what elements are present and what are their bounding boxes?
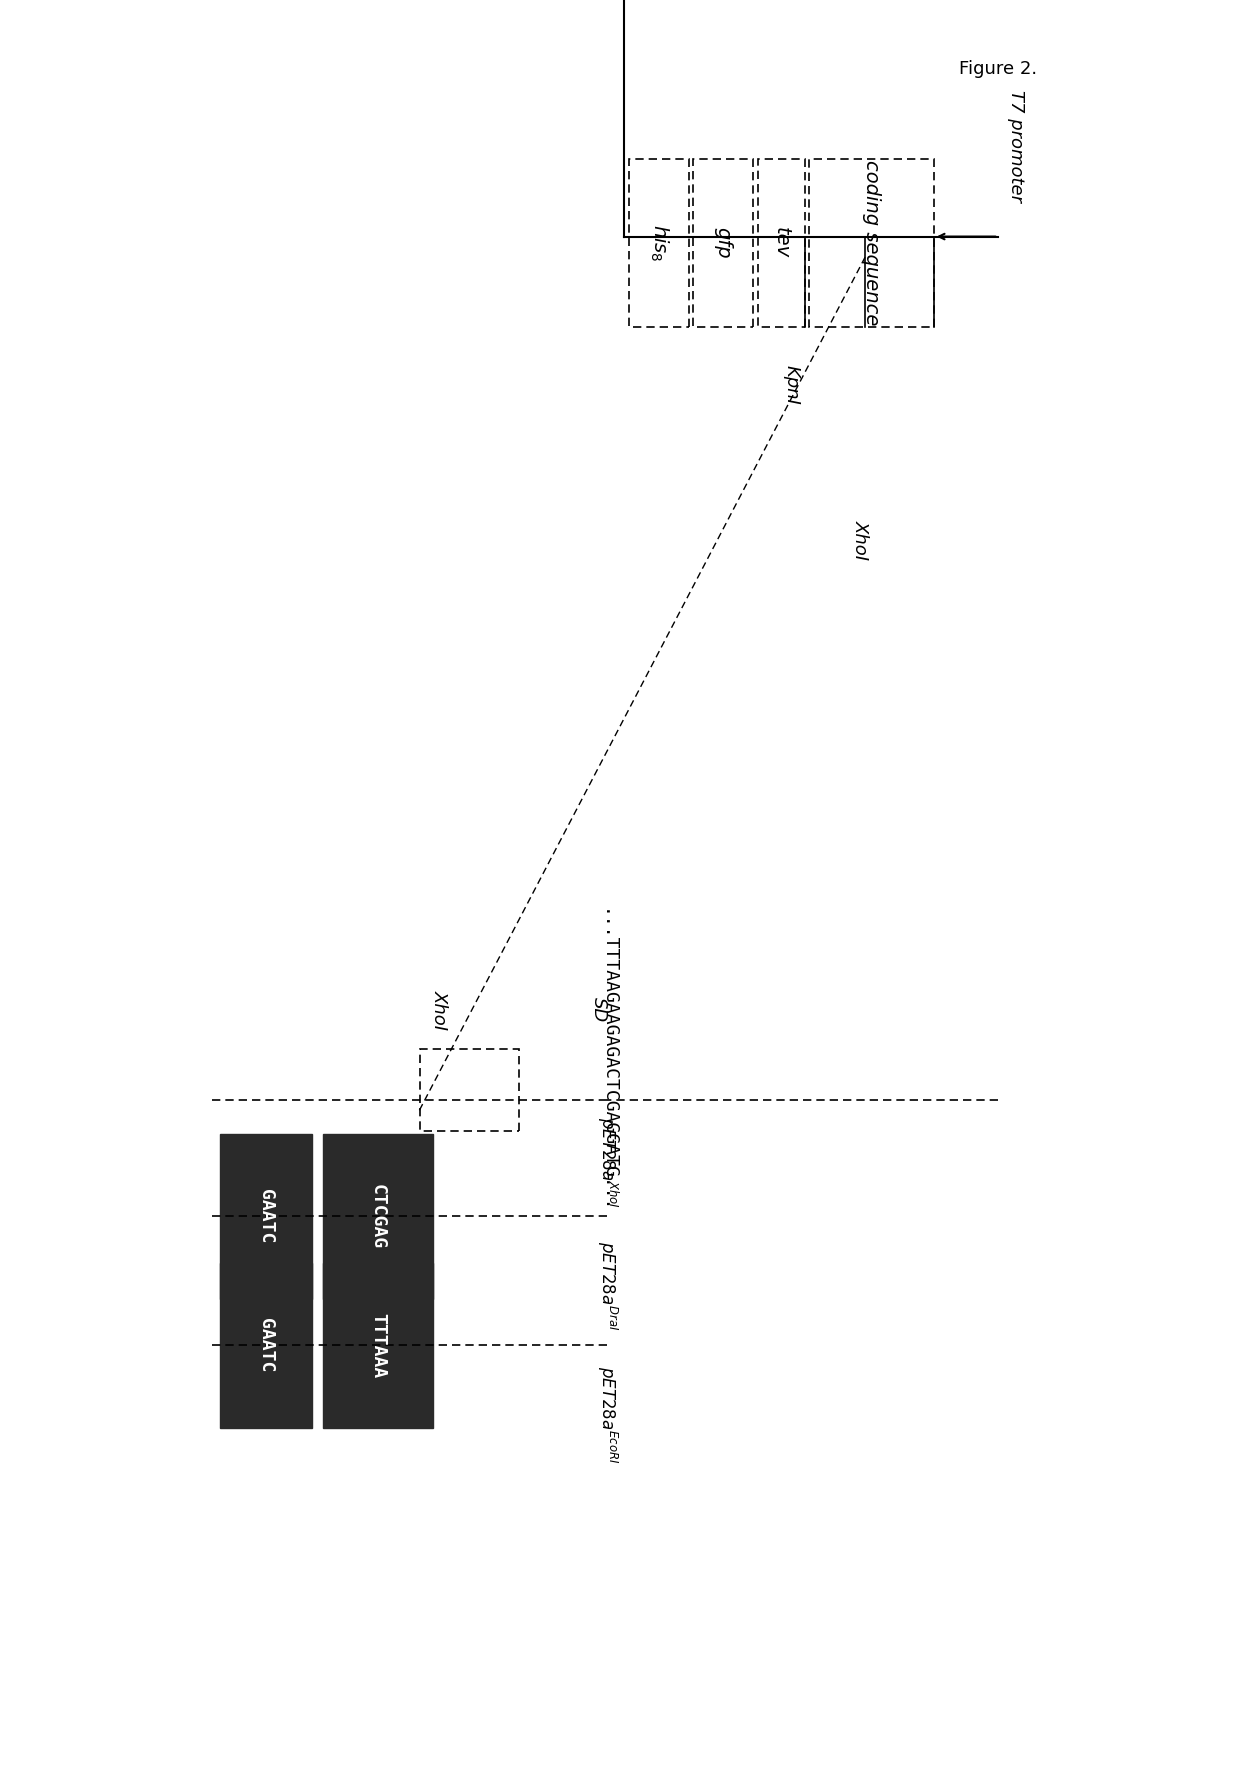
- Text: ...TTTAAGAAGAGACTCGAGGATG...: ...TTTAAGAAGAGACTCGAGGATG...: [598, 910, 616, 1214]
- Text: GAATC: GAATC: [257, 1318, 275, 1373]
- Text: coding sequence: coding sequence: [862, 161, 882, 325]
- Text: SD: SD: [589, 998, 608, 1023]
- Bar: [221, 1262, 312, 1427]
- Text: CTCGAG: CTCGAG: [370, 1184, 387, 1248]
- Text: GAATC: GAATC: [257, 1189, 275, 1243]
- Bar: [324, 1134, 433, 1298]
- Bar: [221, 1134, 312, 1298]
- Bar: [324, 1262, 433, 1427]
- Text: TTTAAA: TTTAAA: [370, 1312, 387, 1379]
- Text: $pET28a^{EcoRI}$: $pET28a^{EcoRI}$: [595, 1366, 619, 1464]
- Text: T7 promoter: T7 promoter: [1007, 91, 1024, 202]
- Text: tev: tev: [771, 227, 791, 259]
- Text: KpnI: KpnI: [782, 365, 801, 406]
- Bar: [758, 159, 805, 327]
- Text: XhoI: XhoI: [430, 991, 449, 1030]
- Text: $pET28a^{XhoI}$: $pET28a^{XhoI}$: [594, 1118, 620, 1207]
- Text: $pET28a^{DraI}$: $pET28a^{DraI}$: [595, 1241, 619, 1330]
- Bar: [693, 159, 753, 327]
- Bar: [419, 1050, 518, 1132]
- Bar: [810, 159, 934, 327]
- Text: $his_8$: $his_8$: [647, 224, 670, 261]
- Text: XhoI: XhoI: [852, 520, 869, 560]
- Text: gfp: gfp: [714, 227, 733, 259]
- Text: Figure 2.: Figure 2.: [960, 61, 1038, 79]
- Bar: [629, 159, 688, 327]
